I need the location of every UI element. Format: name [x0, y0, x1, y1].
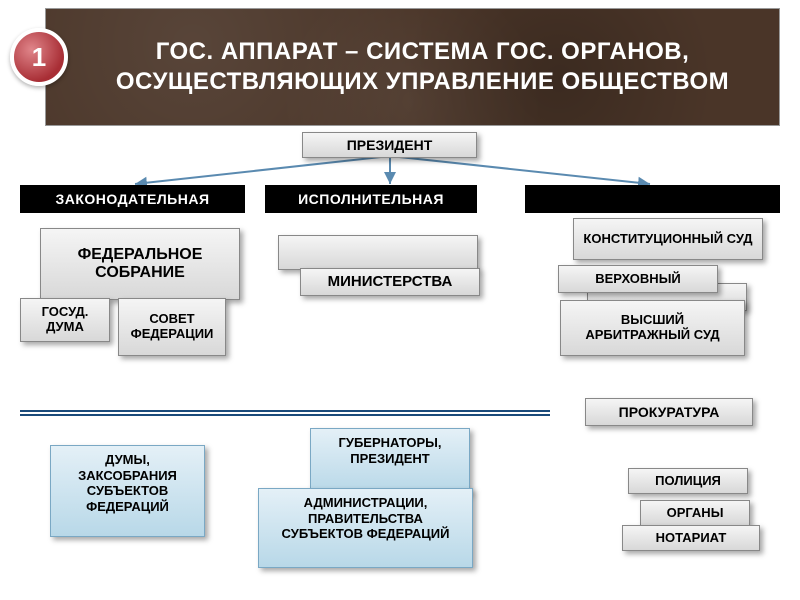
divider-line-2	[20, 414, 550, 416]
node-ministries: МИНИСТЕРСТВА	[300, 268, 480, 296]
node-sovet-fed: СОВЕТ ФЕДЕРАЦИИ	[118, 298, 226, 356]
node-gos-duma: ГОСУД. ДУМА	[20, 298, 110, 342]
node-supreme-court: ВЕРХОВНЫЙ	[558, 265, 718, 293]
branch-executive-label: ИСПОЛНИТЕЛЬНАЯ	[298, 191, 444, 207]
node-admins: АДМИНИСТРАЦИИ, ПРАВИТЕЛЬСТВА СУБЪЕКТОВ Ф…	[258, 488, 473, 568]
node-sovet-fed-label: СОВЕТ ФЕДЕРАЦИИ	[127, 312, 217, 342]
node-exec-top	[278, 235, 478, 270]
node-notariat-label: НОТАРИАТ	[656, 531, 727, 546]
node-organs: ОРГАНЫ	[640, 500, 750, 526]
node-regional-dumy-label: ДУМЫ, ЗАКСОБРАНИЯ СУБЪЕКТОВ ФЕДЕРАЦИЙ	[59, 452, 196, 514]
divider-line-1	[20, 410, 550, 412]
node-notariat: НОТАРИАТ	[622, 525, 760, 551]
node-governors-label: ГУБЕРНАТОРЫ, ПРЕЗИДЕНТ	[319, 435, 461, 466]
node-gos-duma-label: ГОСУД. ДУМА	[29, 305, 101, 335]
node-organs-label: ОРГАНЫ	[667, 506, 724, 521]
node-arb-court: ВЫСШИЙ АРБИТРАЖНЫЙ СУД	[560, 300, 745, 356]
node-governors: ГУБЕРНАТОРЫ, ПРЕЗИДЕНТ	[310, 428, 470, 494]
node-president-label: ПРЕЗИДЕНТ	[347, 137, 433, 153]
node-supreme-court-label: ВЕРХОВНЫЙ	[595, 272, 681, 287]
branch-judicial	[525, 185, 780, 213]
slide-number: 1	[32, 42, 46, 73]
branch-legislative: ЗАКОНОДАТЕЛЬНАЯ	[20, 185, 245, 213]
header-title: ГОС. АППАРАТ – СИСТЕМА ГОС. ОРГАНОВ, ОСУ…	[96, 37, 749, 97]
node-arb-court-label: ВЫСШИЙ АРБИТРАЖНЫЙ СУД	[569, 313, 736, 343]
node-police-label: ПОЛИЦИЯ	[655, 474, 721, 489]
node-regional-dumy: ДУМЫ, ЗАКСОБРАНИЯ СУБЪЕКТОВ ФЕДЕРАЦИЙ	[50, 445, 205, 537]
node-ministries-label: МИНИСТЕРСТВА	[328, 273, 453, 290]
node-police: ПОЛИЦИЯ	[628, 468, 748, 494]
branch-legislative-label: ЗАКОНОДАТЕЛЬНАЯ	[55, 191, 209, 207]
node-admins-label: АДМИНИСТРАЦИИ, ПРАВИТЕЛЬСТВА СУБЪЕКТОВ Ф…	[267, 495, 464, 542]
node-federal-assembly-label: ФЕДЕРАЛЬНОЕ СОБРАНИЕ	[49, 246, 231, 283]
header-panel: ГОС. АППАРАТ – СИСТЕМА ГОС. ОРГАНОВ, ОСУ…	[45, 8, 780, 126]
branch-executive: ИСПОЛНИТЕЛЬНАЯ	[265, 185, 477, 213]
node-const-court-label: КОНСТИТУЦИОННЫЙ СУД	[583, 232, 752, 247]
node-federal-assembly: ФЕДЕРАЛЬНОЕ СОБРАНИЕ	[40, 228, 240, 300]
node-prosecutor: ПРОКУРАТУРА	[585, 398, 753, 426]
node-const-court: КОНСТИТУЦИОННЫЙ СУД	[573, 218, 763, 260]
node-president: ПРЕЗИДЕНТ	[302, 132, 477, 158]
node-prosecutor-label: ПРОКУРАТУРА	[619, 404, 720, 420]
slide-number-badge: 1	[10, 28, 68, 86]
